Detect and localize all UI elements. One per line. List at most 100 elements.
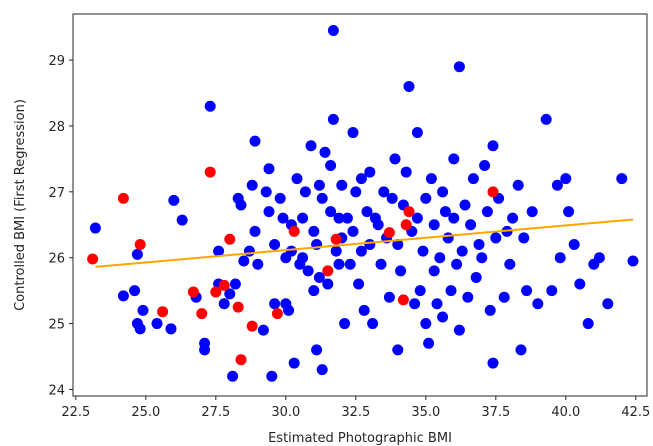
blue-data-point: [400, 166, 412, 178]
blue-data-point: [386, 192, 398, 204]
blue-data-point: [316, 192, 328, 204]
red-data-point: [196, 308, 208, 320]
blue-data-point: [420, 318, 432, 330]
blue-data-point: [582, 318, 594, 330]
blue-data-point: [451, 258, 463, 270]
blue-data-point: [372, 219, 384, 231]
x-tick-label: 27.5: [201, 405, 230, 420]
blue-data-point: [364, 239, 376, 251]
red-data-point: [157, 306, 169, 318]
blue-data-point: [453, 61, 465, 73]
blue-data-point: [277, 212, 289, 224]
blue-data-point: [364, 166, 376, 178]
x-tick-label: 40.0: [551, 405, 580, 420]
blue-data-point: [288, 357, 300, 369]
blue-data-point: [392, 239, 404, 251]
x-tick-label: 30.0: [271, 405, 300, 420]
blue-data-point: [305, 140, 317, 152]
blue-data-point: [330, 245, 342, 257]
red-data-point: [204, 166, 216, 178]
blue-data-point: [89, 222, 101, 234]
blue-data-point: [333, 258, 345, 270]
blue-data-point: [229, 278, 241, 290]
blue-data-point: [448, 153, 460, 165]
fit-line: [95, 218, 634, 268]
red-data-point: [487, 186, 499, 198]
red-data-point: [117, 192, 129, 204]
blue-data-point: [327, 24, 339, 36]
blue-data-point: [616, 173, 628, 185]
red-data-point: [403, 206, 415, 218]
blue-data-point: [319, 146, 331, 158]
x-axis-label: Estimated Photographic BMI: [268, 431, 452, 446]
blue-data-point: [434, 252, 446, 264]
blue-data-point: [269, 239, 281, 251]
red-data-point: [288, 225, 300, 237]
blue-data-point: [476, 252, 488, 264]
x-tick-label: 25.0: [131, 405, 160, 420]
blue-data-point: [521, 285, 533, 297]
blue-data-point: [249, 225, 261, 237]
blue-data-point: [266, 370, 278, 382]
blue-data-point: [504, 258, 516, 270]
blue-data-point: [213, 245, 225, 257]
blue-data-point: [238, 255, 250, 267]
blue-data-point: [263, 206, 275, 218]
blue-data-point: [462, 291, 474, 303]
blue-data-point: [546, 285, 558, 297]
blue-data-point: [137, 304, 149, 316]
blue-data-point: [131, 248, 143, 260]
blue-data-point: [204, 100, 216, 112]
red-data-point: [210, 286, 222, 298]
blue-data-point: [428, 219, 440, 231]
blue-data-point: [411, 127, 423, 139]
blue-data-point: [297, 252, 309, 264]
blue-data-point: [403, 80, 415, 92]
blue-data-point: [243, 245, 255, 257]
blue-data-point: [389, 153, 401, 165]
blue-data-point: [308, 225, 320, 237]
blue-data-point: [417, 245, 429, 257]
y-axis-ticks: 24 25 26 27 28 29: [48, 54, 73, 398]
y-tick-label: 25: [48, 318, 65, 333]
blue-data-point: [344, 258, 356, 270]
blue-data-point: [593, 252, 605, 264]
blue-data-point: [448, 212, 460, 224]
blue-data-point: [498, 291, 510, 303]
blue-data-point: [165, 323, 177, 335]
blue-data-point: [428, 265, 440, 277]
blue-data-point: [442, 232, 454, 244]
blue-data-point: [358, 304, 370, 316]
blue-data-point: [518, 232, 530, 244]
blue-data-point: [313, 271, 325, 283]
blue-data-point: [341, 212, 353, 224]
blue-data-point: [313, 179, 325, 191]
blue-data-point: [353, 278, 365, 290]
red-data-point: [246, 320, 258, 332]
blue-data-point: [327, 113, 339, 125]
y-axis-label: Controlled BMI (First Regression): [13, 99, 28, 311]
fit-line-group: [95, 218, 634, 268]
red-data-point: [322, 265, 334, 277]
blue-data-point: [560, 173, 572, 185]
blue-data-point: [487, 357, 499, 369]
blue-data-point: [322, 278, 334, 290]
red-data-point: [87, 253, 99, 265]
x-tick-label: 35.0: [411, 405, 440, 420]
blue-data-point: [347, 225, 359, 237]
x-tick-label: 32.5: [341, 405, 370, 420]
blue-data-point: [479, 159, 491, 171]
blue-data-point: [563, 206, 575, 218]
blue-data-point: [308, 285, 320, 297]
plot-frame: [72, 13, 648, 397]
red-data-point: [400, 219, 412, 231]
blue-data-point: [218, 298, 230, 310]
blue-data-point: [568, 239, 580, 251]
blue-data-point: [487, 140, 499, 152]
blue-data-point: [445, 285, 457, 297]
blue-data-point: [367, 318, 379, 330]
blue-data-point: [227, 370, 239, 382]
blue-data-point: [456, 245, 468, 257]
x-tick-label: 37.5: [481, 405, 510, 420]
blue-data-point: [554, 252, 566, 264]
